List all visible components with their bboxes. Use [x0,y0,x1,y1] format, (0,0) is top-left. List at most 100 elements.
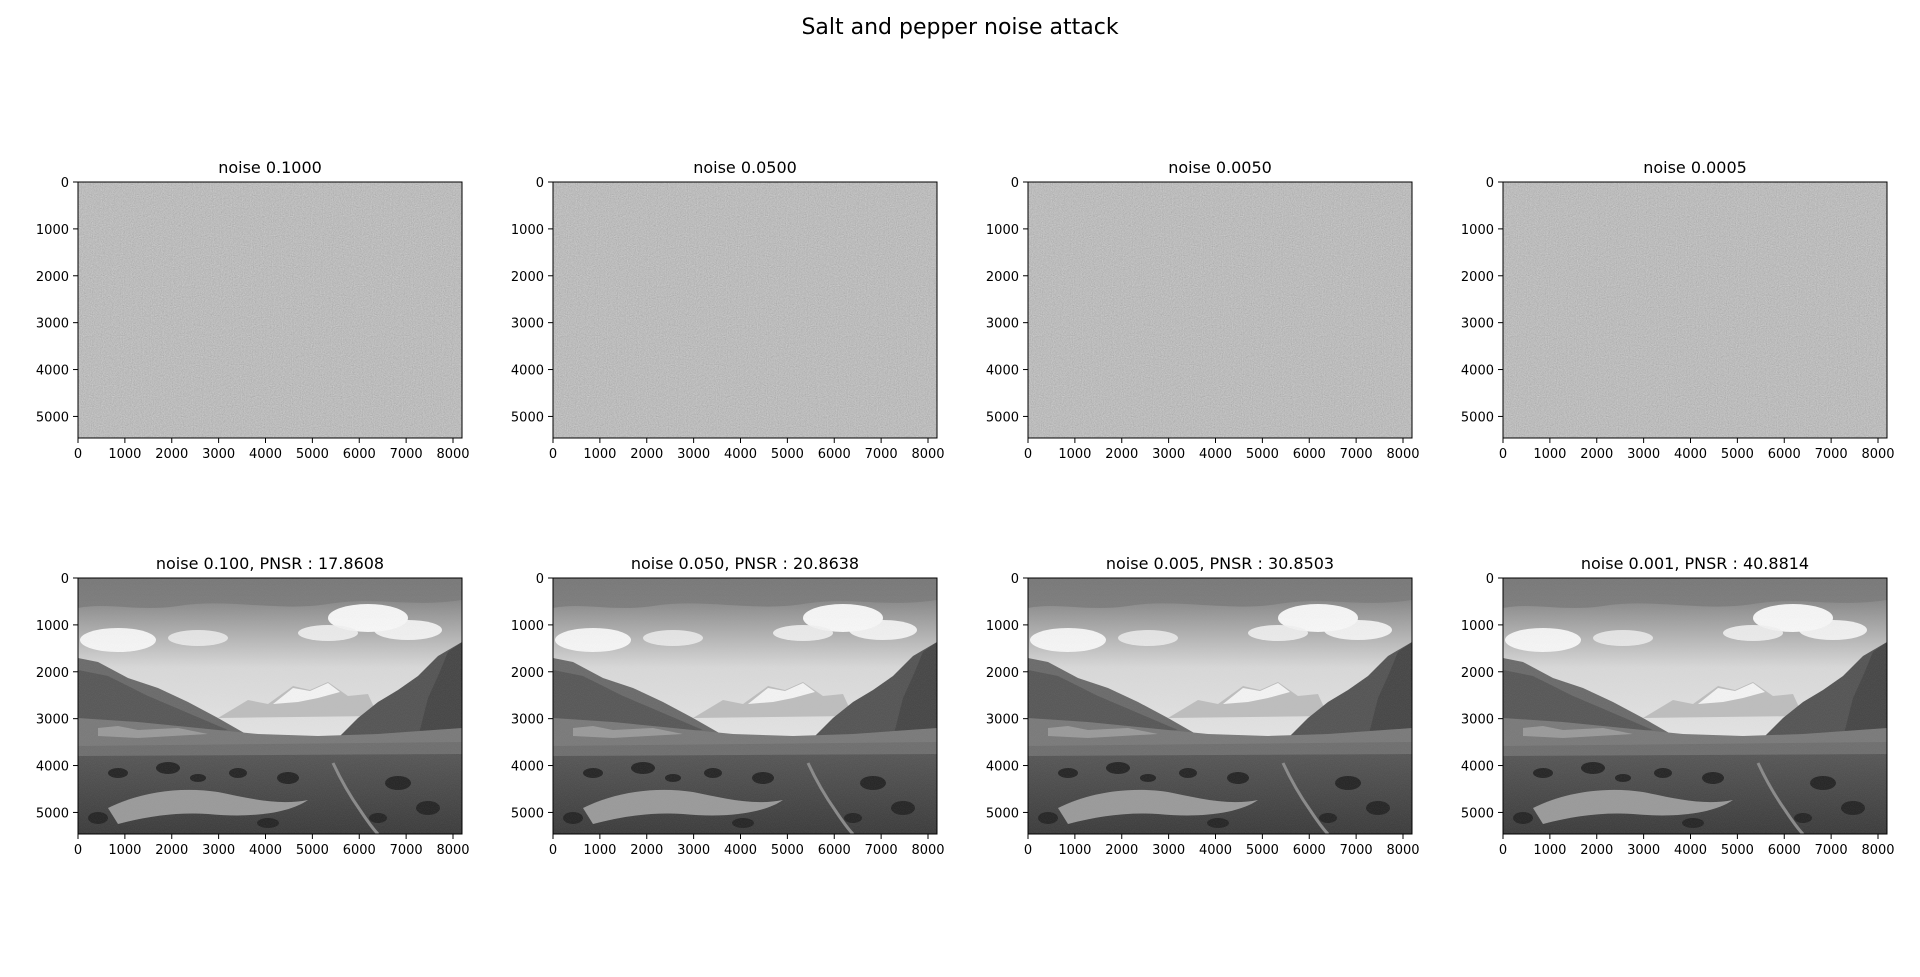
y-tick-label: 0 [1011,572,1019,587]
y-tick-label: 1000 [986,223,1019,238]
subplot-title: noise 0.0005 [1643,158,1747,177]
x-tick-label: 5000 [296,843,329,858]
y-tick-label: 2000 [986,270,1019,285]
y-tick-label: 1000 [36,223,69,238]
subplot-image [1028,182,1412,438]
x-tick-label: 6000 [343,843,376,858]
y-tick-label: 4000 [36,760,69,775]
y-tick-label: 3000 [511,713,544,728]
y-tick-label: 5000 [511,410,544,425]
x-tick-label: 5000 [1721,447,1754,462]
x-tick-label: 7000 [1815,447,1848,462]
axes-frame [1027,181,1413,439]
y-tick-label: 0 [536,176,544,191]
x-tick-label: 0 [74,447,82,462]
x-tick-label: 8000 [1861,843,1894,858]
axes-frame [1502,181,1888,439]
x-tick-label: 0 [549,447,557,462]
x-tick-label: 7000 [1340,843,1373,858]
y-tick-label: 3000 [1461,713,1494,728]
subplot-title: noise 0.050, PNSR : 20.8638 [631,554,859,573]
y-tick-label: 4000 [986,760,1019,775]
y-tick-label: 3000 [511,317,544,332]
x-tick-label: 3000 [1627,447,1660,462]
x-tick-label: 8000 [436,843,469,858]
x-tick-label: 6000 [1293,843,1326,858]
x-tick-label: 7000 [865,447,898,462]
x-tick-label: 0 [1499,447,1507,462]
x-tick-label: 5000 [1721,843,1754,858]
x-tick-label: 8000 [1386,447,1419,462]
y-tick-label: 0 [61,572,69,587]
x-tick-label: 4000 [249,843,282,858]
y-tick-label: 0 [1486,572,1494,587]
x-tick-label: 8000 [1386,843,1419,858]
y-tick-label: 1000 [1461,619,1494,634]
y-tick-label: 1000 [511,223,544,238]
x-tick-label: 5000 [1246,447,1279,462]
y-tick-label: 0 [1011,176,1019,191]
x-tick-label: 7000 [1815,843,1848,858]
x-tick-label: 0 [74,843,82,858]
x-tick-label: 4000 [1199,843,1232,858]
y-tick-label: 3000 [1461,317,1494,332]
x-tick-label: 7000 [390,843,423,858]
x-tick-label: 4000 [1674,843,1707,858]
x-tick-label: 6000 [818,447,851,462]
subplot-image [553,578,937,834]
subplot-title: noise 0.0500 [693,158,797,177]
x-tick-label: 1000 [1058,447,1091,462]
axes-frame [552,577,938,835]
x-tick-label: 7000 [865,843,898,858]
y-tick-label: 0 [536,572,544,587]
x-tick-label: 0 [1499,843,1507,858]
y-tick-label: 2000 [36,666,69,681]
subplot-image [78,182,462,438]
y-tick-label: 4000 [1461,760,1494,775]
y-tick-label: 1000 [36,619,69,634]
x-tick-label: 2000 [1105,447,1138,462]
x-tick-label: 8000 [911,447,944,462]
x-tick-label: 8000 [911,843,944,858]
y-tick-label: 3000 [36,317,69,332]
x-tick-label: 1000 [1058,843,1091,858]
x-tick-label: 7000 [390,447,423,462]
subplot: noise 0.005, PNSR : 30.8503 0 1000 2000 3000… [986,554,1420,858]
x-tick-label: 2000 [155,447,188,462]
subplot-image [78,578,462,834]
subplot: noise 0.0005 0 1000 2000 3000 4000 5000 6000 700… [1461,158,1895,462]
y-tick-label: 5000 [986,806,1019,821]
x-tick-label: 6000 [1768,843,1801,858]
x-tick-label: 4000 [1199,447,1232,462]
x-tick-label: 1000 [1533,447,1566,462]
x-tick-label: 6000 [1293,447,1326,462]
y-tick-label: 1000 [1461,223,1494,238]
x-tick-label: 6000 [818,843,851,858]
figure-title: Salt and pepper noise attack [801,15,1119,40]
x-tick-label: 5000 [1246,843,1279,858]
y-tick-label: 2000 [511,666,544,681]
y-tick-label: 4000 [36,364,69,379]
subplot-title: noise 0.100, PNSR : 17.8608 [156,554,384,573]
y-tick-label: 4000 [511,760,544,775]
y-tick-label: 3000 [986,317,1019,332]
x-tick-label: 4000 [724,447,757,462]
y-tick-label: 0 [61,176,69,191]
x-tick-label: 2000 [1580,447,1613,462]
x-tick-label: 5000 [296,447,329,462]
x-tick-label: 3000 [202,843,235,858]
subplot: noise 0.100, PNSR : 17.8608 0 1000 2000 3000… [36,554,470,858]
x-tick-label: 3000 [1152,447,1185,462]
x-tick-label: 1000 [108,447,141,462]
x-tick-label: 5000 [771,843,804,858]
x-tick-label: 2000 [630,843,663,858]
axes-frame [77,577,463,835]
x-tick-label: 0 [1024,843,1032,858]
x-tick-label: 2000 [1580,843,1613,858]
axes-frame [1027,577,1413,835]
subplot: noise 0.1000 0 1000 2000 3000 4000 5000 6000 700… [36,158,470,462]
x-tick-label: 5000 [771,447,804,462]
y-tick-label: 5000 [511,806,544,821]
axes-frame [77,181,463,439]
x-tick-label: 7000 [1340,447,1373,462]
